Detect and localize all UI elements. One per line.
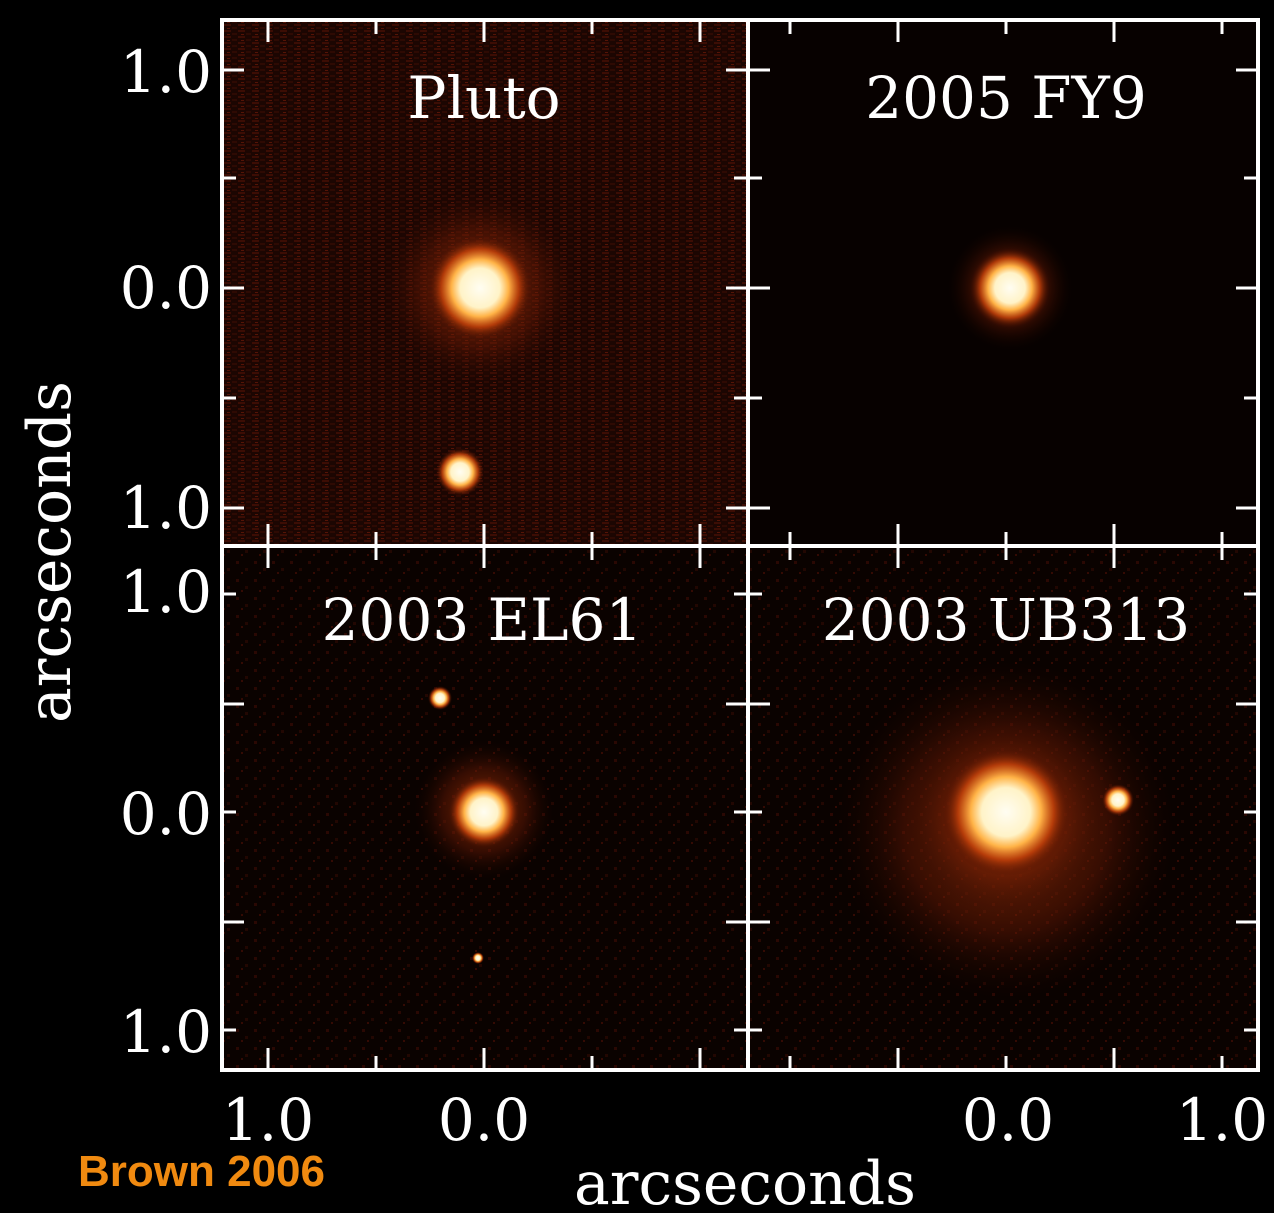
panel-title-el61: 2003 EL61 bbox=[322, 586, 643, 654]
y-tick-bottom-3: 1.0 bbox=[120, 998, 212, 1066]
ub313-moon bbox=[1102, 784, 1134, 816]
el61-moon-1 bbox=[428, 686, 452, 710]
tick-marks bbox=[222, 20, 1258, 1070]
x-tick-left-1: 1.0 bbox=[222, 1086, 314, 1154]
x-tick-right-1: 0.0 bbox=[962, 1086, 1054, 1154]
charon-object bbox=[436, 448, 484, 496]
pluto-object bbox=[428, 236, 532, 340]
y-tick-top-1: 1.0 bbox=[120, 38, 212, 106]
panel-title-ub313: 2003 UB313 bbox=[822, 586, 1190, 654]
el61-moon-2 bbox=[472, 952, 484, 964]
x-tick-right-2: 1.0 bbox=[1176, 1086, 1268, 1154]
panel-title-pluto: Pluto bbox=[407, 64, 560, 132]
credit-label: Brown 2006 bbox=[78, 1147, 325, 1196]
ub313-object bbox=[942, 748, 1070, 876]
y-tick-bottom-1: 1.0 bbox=[120, 558, 212, 626]
panel-frame bbox=[220, 18, 1260, 1072]
fy9-object bbox=[970, 248, 1050, 328]
y-tick-top-2: 0.0 bbox=[120, 254, 212, 322]
panel-title-fy9: 2005 FY9 bbox=[865, 64, 1146, 132]
x-tick-left-2: 0.0 bbox=[438, 1086, 530, 1154]
y-tick-top-3: 1.0 bbox=[120, 474, 212, 542]
y-axis-label: arcseconds bbox=[15, 381, 85, 723]
y-tick-bottom-2: 0.0 bbox=[120, 780, 212, 848]
x-axis-label: arcseconds bbox=[574, 1149, 916, 1213]
el61-object bbox=[448, 776, 520, 848]
